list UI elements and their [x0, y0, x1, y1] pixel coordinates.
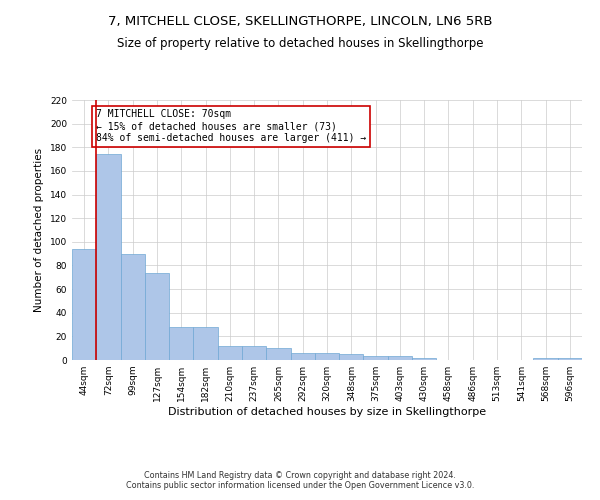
Bar: [558, 358, 582, 360]
Bar: [315, 353, 339, 360]
Bar: [388, 356, 412, 360]
Text: Contains HM Land Registry data © Crown copyright and database right 2024.
Contai: Contains HM Land Registry data © Crown c…: [126, 470, 474, 490]
Text: Size of property relative to detached houses in Skellingthorpe: Size of property relative to detached ho…: [117, 38, 483, 51]
Bar: [72, 249, 96, 360]
Text: 7 MITCHELL CLOSE: 70sqm
← 15% of detached houses are smaller (73)
84% of semi-de: 7 MITCHELL CLOSE: 70sqm ← 15% of detache…: [96, 110, 367, 142]
Y-axis label: Number of detached properties: Number of detached properties: [34, 148, 44, 312]
Bar: [412, 358, 436, 360]
Bar: [96, 154, 121, 360]
X-axis label: Distribution of detached houses by size in Skellingthorpe: Distribution of detached houses by size …: [168, 407, 486, 417]
Bar: [169, 327, 193, 360]
Bar: [193, 327, 218, 360]
Bar: [121, 254, 145, 360]
Bar: [145, 272, 169, 360]
Bar: [218, 346, 242, 360]
Bar: [266, 348, 290, 360]
Bar: [533, 358, 558, 360]
Text: 7, MITCHELL CLOSE, SKELLINGTHORPE, LINCOLN, LN6 5RB: 7, MITCHELL CLOSE, SKELLINGTHORPE, LINCO…: [108, 15, 492, 28]
Bar: [242, 346, 266, 360]
Bar: [364, 356, 388, 360]
Bar: [339, 354, 364, 360]
Bar: [290, 353, 315, 360]
